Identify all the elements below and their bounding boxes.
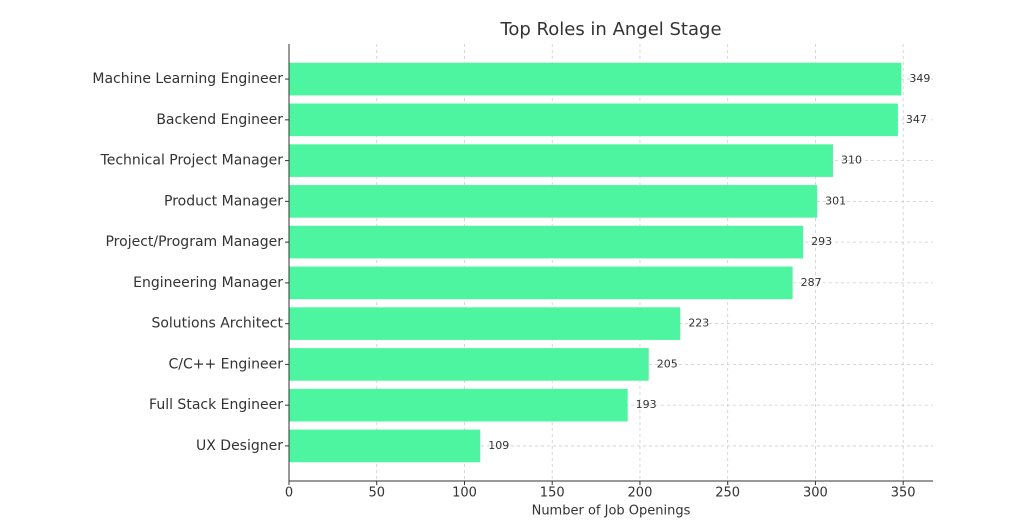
x-tick-label: 300 bbox=[803, 486, 828, 501]
bar bbox=[289, 307, 681, 340]
bar bbox=[289, 103, 898, 137]
bar bbox=[289, 62, 902, 96]
bar bbox=[289, 225, 804, 259]
y-tick-label: Backend Engineer bbox=[156, 112, 283, 128]
x-tick-label: 350 bbox=[891, 486, 916, 501]
x-tick-label: 200 bbox=[628, 486, 653, 501]
y-tick-label: Solutions Architect bbox=[151, 316, 283, 332]
value-label: 287 bbox=[801, 276, 822, 289]
value-label: 223 bbox=[688, 317, 709, 330]
x-tick-label: 0 bbox=[285, 486, 293, 501]
bar bbox=[289, 348, 649, 381]
x-tick-label: 50 bbox=[368, 486, 385, 501]
value-label: 301 bbox=[825, 194, 846, 207]
value-label: 310 bbox=[841, 154, 862, 167]
x-axis-label: Number of Job Openings bbox=[532, 504, 691, 519]
bar bbox=[289, 388, 628, 422]
y-tick-label: C/C++ Engineer bbox=[168, 356, 283, 372]
bar bbox=[289, 266, 793, 300]
x-tick-label: 250 bbox=[715, 486, 740, 501]
y-tick-label: Machine Learning Engineer bbox=[92, 71, 283, 87]
y-tick-label: Full Stack Engineer bbox=[149, 397, 283, 413]
value-label: 205 bbox=[657, 357, 678, 370]
value-label: 193 bbox=[636, 398, 657, 411]
value-label: 349 bbox=[909, 72, 930, 85]
x-tick-label: 150 bbox=[540, 486, 565, 501]
bar bbox=[289, 185, 818, 218]
bar bbox=[289, 429, 481, 463]
y-tick-label: Technical Project Manager bbox=[100, 153, 284, 169]
y-tick-label: Product Manager bbox=[164, 193, 283, 209]
value-label: 109 bbox=[488, 439, 509, 452]
y-tick-label: UX Designer bbox=[196, 438, 283, 454]
y-tick-label: Engineering Manager bbox=[133, 275, 283, 291]
y-tick-label: Project/Program Manager bbox=[105, 234, 283, 250]
value-label: 293 bbox=[811, 235, 832, 248]
value-label: 347 bbox=[906, 113, 927, 126]
x-tick-label: 100 bbox=[452, 486, 477, 501]
bar bbox=[289, 144, 833, 177]
chart-title: Top Roles in Angel Stage bbox=[499, 19, 721, 40]
